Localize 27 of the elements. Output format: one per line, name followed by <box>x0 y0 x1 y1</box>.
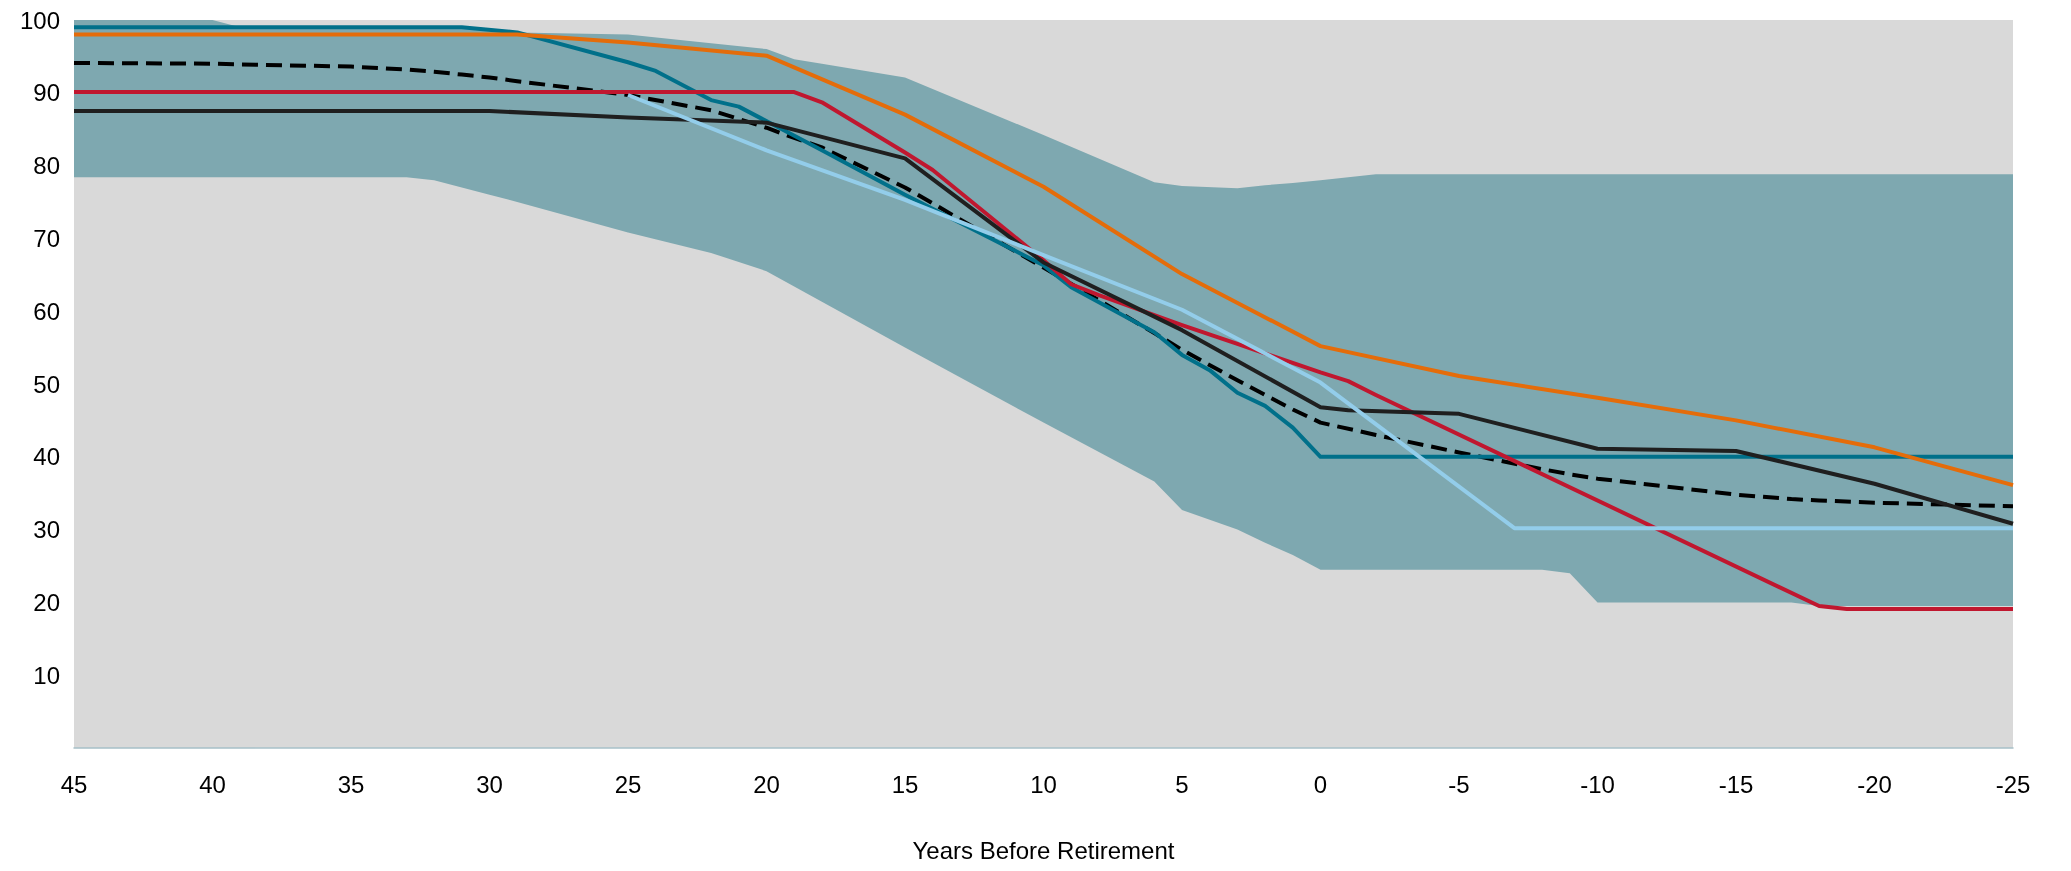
x-tick-label: -20 <box>1857 770 1892 798</box>
y-tick-label: 70 <box>33 224 60 252</box>
x-tick-label: 5 <box>1175 770 1189 798</box>
x-axis-title: Years Before Retirement <box>912 836 1175 864</box>
x-tick-label: 35 <box>337 770 365 798</box>
x-tick-label: 10 <box>1030 770 1057 798</box>
y-tick-label: 80 <box>33 152 60 180</box>
x-tick-label: 25 <box>614 770 642 798</box>
x-tick-label: 40 <box>199 770 226 798</box>
x-tick-label: -15 <box>1718 770 1754 798</box>
x-tick-label: -10 <box>1580 770 1615 798</box>
x-tick-label: 45 <box>60 770 88 798</box>
x-tick-label: 0 <box>1313 770 1328 798</box>
x-tick-label: 20 <box>753 770 780 798</box>
y-tick-label: 60 <box>33 297 60 325</box>
x-tick-label: 15 <box>891 770 919 798</box>
y-tick-label: 50 <box>33 370 60 398</box>
x-tick-label: -25 <box>1995 770 2031 798</box>
y-tick-label: 90 <box>33 79 60 107</box>
x-tick-label: -5 <box>1448 770 1470 798</box>
x-tick-label: 30 <box>476 770 503 798</box>
y-tick-label: 100 <box>19 6 60 34</box>
y-tick-label: 30 <box>33 516 60 544</box>
y-tick-label: 20 <box>33 588 60 616</box>
y-tick-label: 40 <box>33 443 60 471</box>
y-tick-label: 10 <box>33 661 60 689</box>
line-series <box>626 92 2015 531</box>
